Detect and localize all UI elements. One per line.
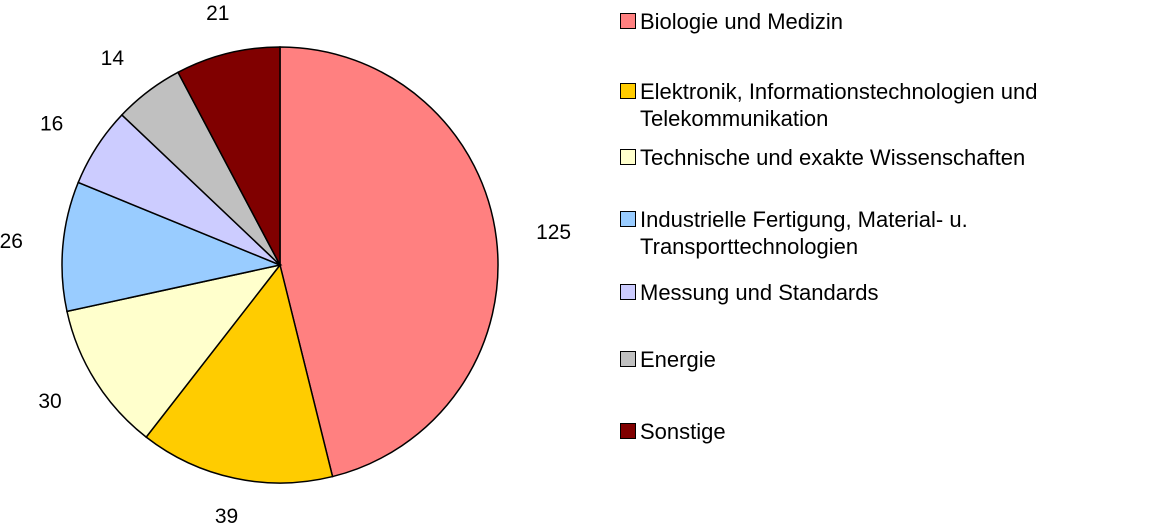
legend-swatch xyxy=(620,13,636,29)
legend-swatch xyxy=(620,149,636,165)
legend-label: Sonstige xyxy=(640,419,726,444)
data-label: 30 xyxy=(38,390,61,413)
legend-label: Biologie und Medizin xyxy=(640,9,844,34)
legend-label: Technische und exakte Wissenschaften xyxy=(640,145,1026,170)
legend-label: Elektronik, Informationstechnologien und… xyxy=(640,79,1038,131)
data-label: 21 xyxy=(206,2,229,25)
data-label: 16 xyxy=(40,112,63,135)
legend-label: Energie xyxy=(640,347,716,372)
legend-item: Messung und Standards xyxy=(620,279,1140,306)
legend: Biologie und Medizin Elektronik, Informat… xyxy=(620,0,1152,525)
data-label: 125 xyxy=(536,221,571,244)
data-label: 26 xyxy=(0,230,23,253)
legend-label: Industrielle Fertigung, Material- u. Tra… xyxy=(640,207,968,259)
pie-slice xyxy=(279,46,499,478)
legend-item: Industrielle Fertigung, Material- u. Tra… xyxy=(620,206,1140,260)
legend-swatch xyxy=(620,83,636,99)
legend-item: Sonstige xyxy=(620,418,1140,445)
legend-swatch xyxy=(620,423,636,439)
legend-swatch xyxy=(620,284,636,300)
pie-slice xyxy=(61,181,283,313)
legend-item: Energie xyxy=(620,346,1140,373)
legend-label: Messung und Standards xyxy=(640,280,879,305)
data-label: 39 xyxy=(215,505,238,525)
legend-item: Elektronik, Informationstechnologien und… xyxy=(620,78,1140,132)
legend-item: Biologie und Medizin xyxy=(620,8,1140,35)
legend-item: Technische und exakte Wissenschaften xyxy=(620,144,1140,171)
data-label: 14 xyxy=(101,47,125,70)
pie-slice xyxy=(145,263,334,484)
legend-swatch xyxy=(620,351,636,367)
pie-slice xyxy=(66,263,282,439)
pie-slice xyxy=(176,46,281,266)
legend-swatch xyxy=(620,211,636,227)
